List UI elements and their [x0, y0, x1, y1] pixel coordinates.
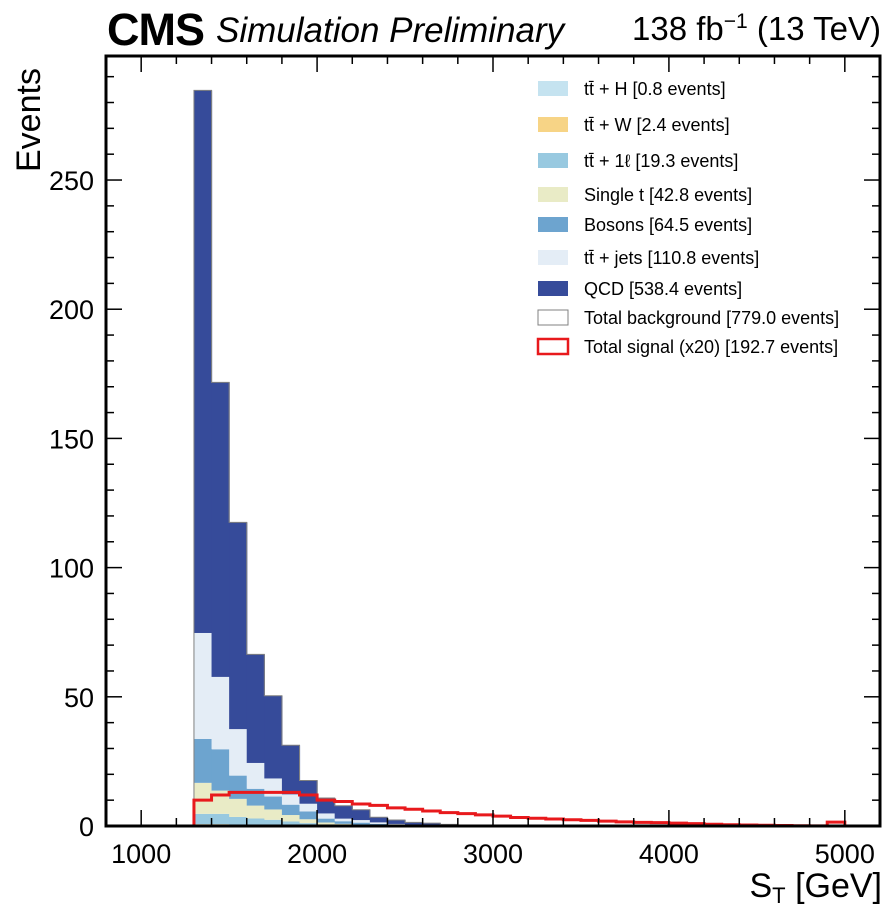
- bar-4-7: [317, 818, 336, 823]
- y-axis-title: Events: [10, 68, 48, 172]
- bar-6-10: [369, 817, 389, 823]
- bar-5-0: [193, 632, 213, 739]
- legend-swatch: [538, 153, 568, 168]
- bar-5-7: [317, 813, 336, 819]
- bar-6-1: [211, 382, 230, 677]
- bar-4-5: [281, 804, 301, 816]
- bar-5-9: [352, 820, 371, 823]
- bar-4-8: [334, 821, 353, 824]
- bar-4-6: [299, 811, 318, 820]
- bar-2-3: [246, 818, 265, 825]
- legend-label: tt̄ + jets [110.8 events]: [584, 248, 759, 268]
- legend: tt̄ + H [0.8 events] tt̄ + W [2.4 events]…: [536, 79, 839, 357]
- bar-2-1: [211, 813, 230, 825]
- bar-4-4: [264, 796, 283, 810]
- x-tick-label: 5000: [815, 839, 875, 869]
- y-tick-label: 150: [49, 424, 94, 454]
- y-tick-label: 50: [64, 683, 94, 713]
- bar-6-9: [352, 809, 371, 821]
- bar-5-1: [211, 676, 230, 750]
- bar-4-1: [211, 749, 230, 791]
- legend-label: Total background [779.0 events]: [584, 308, 839, 328]
- axes: [104, 54, 882, 828]
- experiment-label: CMS: [107, 4, 205, 55]
- bar-6-5: [281, 745, 301, 795]
- bar-3-4: [264, 809, 283, 820]
- legend-swatch: [536, 337, 570, 356]
- legend-swatch: [538, 81, 568, 96]
- bar-6-7: [317, 797, 336, 814]
- bar-6-12: [405, 822, 424, 825]
- x-tick-label: 4000: [639, 839, 699, 869]
- legend-swatch: [538, 217, 568, 232]
- bar-3-0: [193, 782, 213, 814]
- bar-3-8: [334, 823, 353, 826]
- y-tick-label: 200: [49, 295, 94, 325]
- bar-2-0: [193, 813, 213, 825]
- bar-3-5: [281, 815, 301, 822]
- stacked-bars: [193, 90, 512, 826]
- bar-5-6: [299, 803, 318, 812]
- bar-6-13: [422, 823, 441, 826]
- bar-6-0: [193, 90, 213, 633]
- x-tick-label: 1000: [111, 839, 171, 869]
- bar-4-0: [193, 738, 213, 783]
- legend-label: Single t [42.8 events]: [584, 185, 752, 205]
- lumi-exponent: −1: [723, 10, 748, 33]
- legend-label: tt̄ + H [0.8 events]: [584, 79, 726, 99]
- y-tick-label: 250: [49, 166, 94, 196]
- bar-6-6: [299, 780, 318, 804]
- bar-2-2: [229, 816, 248, 825]
- bar-2-6: [299, 823, 318, 826]
- bar-5-10: [369, 822, 389, 824]
- legend-swatch: [537, 309, 569, 326]
- legend-swatch: [538, 187, 568, 202]
- legend-label: Total signal (x20) [192.7 events]: [584, 337, 838, 357]
- y-tick-label: 100: [49, 554, 94, 584]
- bar-6-4: [264, 695, 283, 779]
- legend-swatch: [538, 281, 568, 296]
- y-tick-label: 0: [79, 812, 94, 842]
- bar-5-5: [281, 794, 301, 805]
- bar-6-2: [229, 522, 248, 730]
- bar-3-2: [229, 798, 248, 817]
- legend-label: tt̄ + 1ℓ [19.3 events]: [584, 151, 738, 171]
- tick-labels: 1000 2000 3000 4000 5000 0 50 100 150 200 250: [49, 166, 875, 869]
- legend-label: QCD [538.4 events]: [584, 279, 742, 299]
- x-axis-title: ST [GeV]: [749, 867, 882, 908]
- bar-6-11: [387, 820, 406, 824]
- x-tick-label: 2000: [287, 839, 347, 869]
- legend-label: Bosons [64.5 events]: [584, 215, 752, 235]
- bar-5-3: [246, 762, 265, 789]
- legend-swatch: [538, 117, 568, 132]
- bar-3-6: [299, 819, 318, 824]
- legend-swatch: [538, 250, 568, 265]
- bar-6-8: [334, 805, 353, 819]
- bar-4-9: [352, 822, 371, 825]
- bar-5-11: [387, 823, 406, 825]
- energy-label: (13 TeV): [756, 10, 881, 47]
- bar-2-5: [281, 821, 301, 826]
- legend-label: tt̄ + W [2.4 events]: [584, 115, 730, 135]
- lumi-value: 138 fb: [632, 10, 724, 47]
- bar-5-8: [334, 818, 353, 822]
- status-label: Simulation Preliminary: [216, 11, 565, 50]
- bar-2-4: [264, 819, 283, 825]
- luminosity-label: 138 fb−1 (13 TeV): [632, 10, 881, 48]
- bar-3-7: [317, 822, 336, 825]
- bar-6-3: [246, 654, 265, 763]
- bar-3-3: [246, 805, 265, 819]
- bar-5-2: [229, 729, 248, 776]
- x-tick-label: 3000: [463, 839, 523, 869]
- bar-4-2: [229, 775, 248, 799]
